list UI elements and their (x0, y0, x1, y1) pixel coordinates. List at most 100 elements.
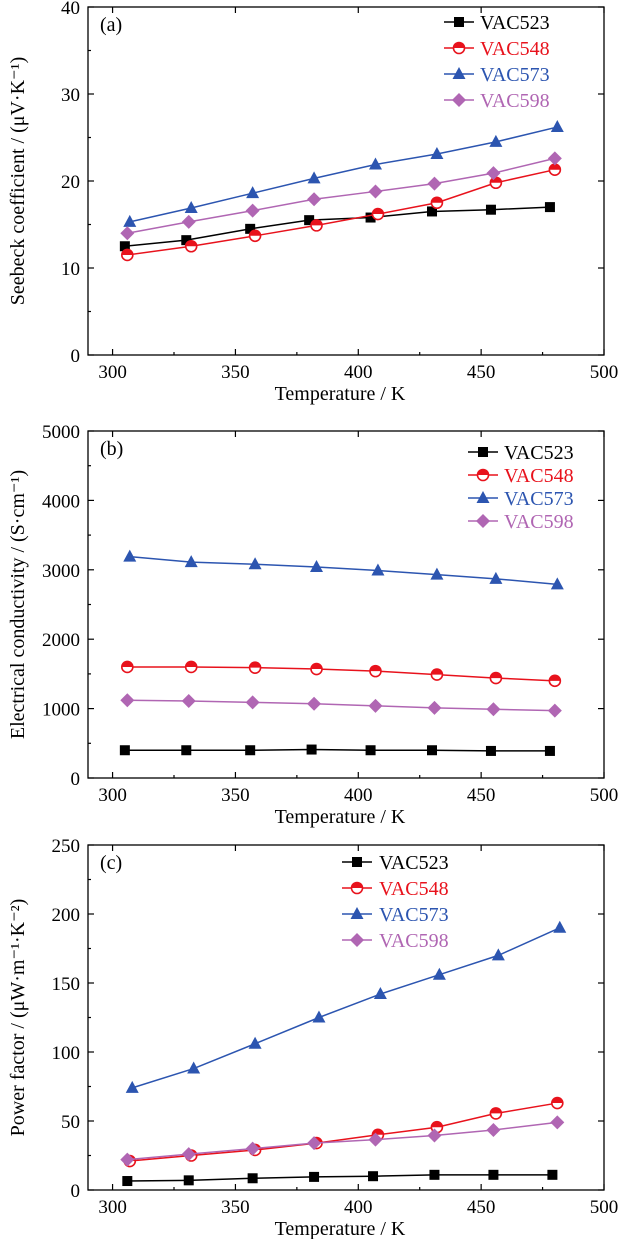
data-point (544, 745, 555, 756)
data-point (248, 229, 262, 243)
x-tick-label: 450 (467, 362, 496, 383)
data-point (547, 703, 562, 718)
data-point (307, 1136, 322, 1151)
data-point (551, 1096, 564, 1110)
legend-label: VAC573 (480, 64, 550, 86)
y-tick-label: 0 (71, 346, 81, 367)
x-tick-label: 350 (221, 1197, 250, 1218)
data-point (371, 563, 385, 576)
x-tick-label: 450 (467, 1197, 496, 1218)
data-point (427, 176, 442, 191)
data-point (245, 745, 256, 756)
data-point (365, 745, 376, 756)
x-axis-title: Temperature / K (275, 806, 406, 828)
data-point (181, 235, 192, 246)
legend-marker (476, 514, 490, 528)
panel-label: (b) (100, 438, 123, 460)
data-point (368, 184, 383, 199)
x-tick-label: 350 (221, 785, 250, 806)
data-point (245, 223, 256, 234)
data-point (430, 147, 444, 160)
data-point (432, 967, 446, 980)
legend-label: VAC598 (480, 90, 550, 112)
x-tick-label: 500 (590, 362, 619, 383)
legend-marker (452, 93, 466, 107)
chart-panel: 300 350 400 450 500 0 10 20 30 40 Temperature / K S… (7, 0, 618, 405)
data-point (307, 192, 322, 207)
data-point (430, 196, 444, 210)
y-tick-label: 40 (61, 0, 80, 19)
legend-marker (454, 17, 464, 27)
data-point (123, 214, 137, 227)
data-point (248, 661, 262, 674)
chart-panel: 300 350 400 450 500 0 50 100 150 200 250 Temperatur… (7, 836, 618, 1239)
data-point (550, 577, 564, 590)
data-point (430, 567, 444, 580)
series-line (124, 748, 550, 752)
data-point (184, 555, 198, 568)
data-point (125, 1080, 139, 1093)
data-point (489, 571, 503, 584)
y-tick-label: 3000 (42, 561, 80, 582)
y-tick-label: 0 (71, 769, 81, 790)
data-point (309, 1171, 320, 1182)
data-point (429, 1169, 440, 1180)
data-point (550, 120, 564, 133)
series-VAC523 (119, 744, 555, 756)
panel-label: (c) (100, 852, 122, 874)
legend-marker (478, 447, 488, 457)
x-tick-label: 400 (344, 785, 373, 806)
y-axis-title: Electrical conductivity / (S·cm⁻¹) (7, 470, 29, 739)
x-tick-label: 500 (590, 1197, 619, 1218)
data-point (488, 1169, 499, 1180)
legend-label: VAC523 (480, 12, 550, 34)
data-point (489, 1107, 503, 1120)
x-axis-title: Temperature / K (275, 383, 406, 405)
data-point (187, 1061, 201, 1074)
data-point (119, 745, 130, 756)
data-point (548, 163, 562, 176)
data-point (489, 671, 503, 685)
legend-marker (476, 491, 490, 503)
data-point (427, 745, 437, 756)
series-line (127, 699, 555, 712)
data-point (122, 1176, 133, 1187)
series-VAC548 (121, 660, 562, 688)
data-point (307, 696, 322, 711)
x-tick-label: 350 (221, 362, 250, 383)
x-tick-label: 500 (590, 785, 619, 806)
legend-marker (452, 41, 466, 55)
data-point (181, 1147, 196, 1162)
panel-label: (a) (100, 14, 122, 36)
y-tick-label: 10 (61, 259, 80, 280)
data-point (310, 219, 323, 232)
series-VAC523 (122, 1169, 558, 1187)
data-point (368, 1132, 383, 1147)
x-tick-label: 400 (344, 1197, 373, 1218)
data-point (368, 157, 382, 170)
data-point (486, 702, 501, 717)
data-point (310, 560, 324, 573)
y-tick-label: 1000 (42, 700, 80, 721)
y-tick-label: 4000 (42, 491, 80, 512)
series-line (127, 1174, 553, 1182)
data-point (248, 1036, 262, 1049)
series-VAC598 (120, 151, 562, 241)
data-point (247, 1173, 258, 1184)
data-point (304, 215, 315, 226)
series-VAC573 (123, 120, 564, 227)
data-point (547, 151, 562, 166)
data-point (430, 668, 444, 681)
data-point (544, 202, 555, 213)
data-point (312, 1010, 326, 1023)
data-point (181, 214, 196, 229)
chart-panel: 300 350 400 450 500010002000300040005000Temp… (7, 422, 618, 828)
legend-marker (350, 907, 364, 919)
y-tick-label: 2000 (42, 630, 80, 651)
series-VAC573 (125, 920, 567, 1093)
series-VAC548 (121, 163, 562, 262)
y-tick-label: 250 (52, 836, 81, 857)
legend-marker (476, 468, 490, 482)
